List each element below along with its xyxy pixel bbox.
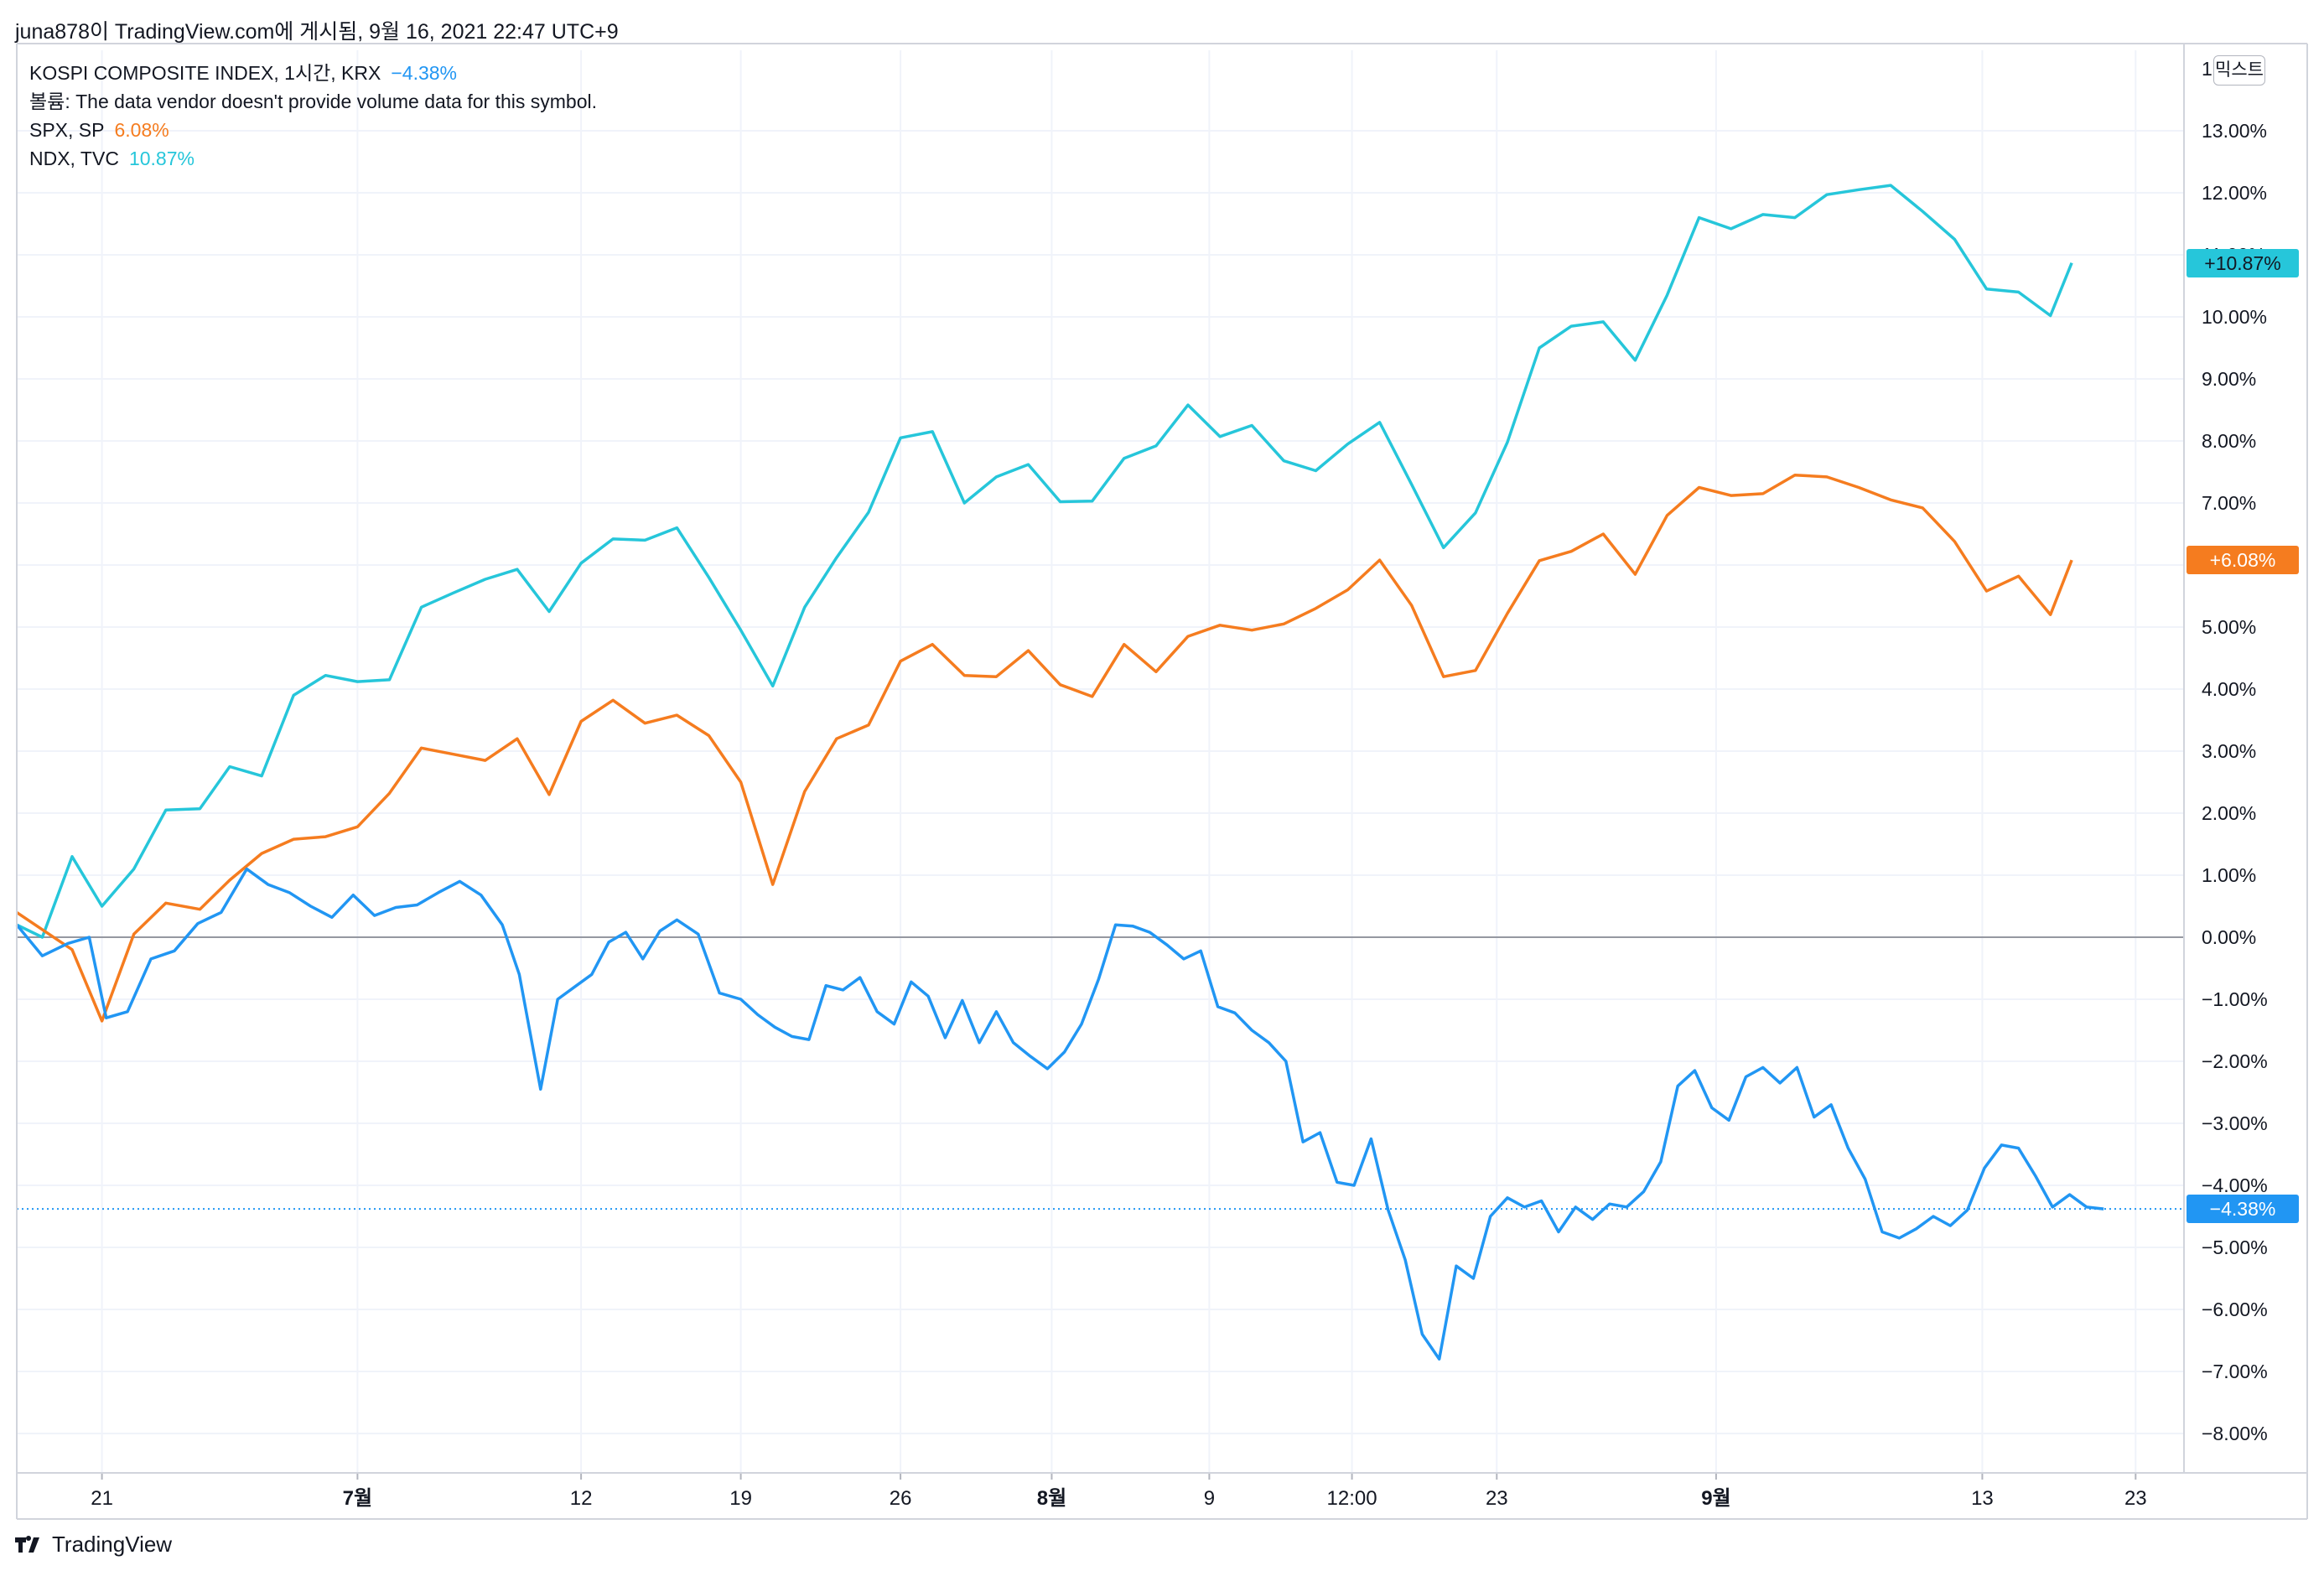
spx-price-tag: +6.08%: [2187, 546, 2299, 575]
y-tick-label: 4.00%: [2202, 678, 2256, 700]
y-tick-label: 2.00%: [2202, 802, 2256, 824]
y-tick-label: 9.00%: [2202, 368, 2256, 390]
y-tick-label: 3.00%: [2202, 740, 2256, 762]
y-tick-label: −1.00%: [2202, 988, 2268, 1010]
tradingview-logo-icon: [15, 1535, 39, 1553]
axes: [16, 43, 2308, 1520]
publish-caption: juna878이 TradingView.com에 게시됨, 9월 16, 20…: [15, 20, 619, 44]
legend-row-spx[interactable]: SPX, SP 6.08%: [29, 116, 597, 144]
legend-ndx-value: 10.87%: [128, 148, 195, 169]
x-tick-label: 23: [2124, 1487, 2147, 1510]
x-tick-label: 9: [1204, 1487, 1215, 1510]
x-tick-label: 13: [1971, 1487, 1994, 1510]
y-tick-label: 13.00%: [2202, 120, 2267, 142]
y-tick-label: −6.00%: [2202, 1299, 2268, 1320]
legend-ndx-label: NDX, TVC: [29, 148, 119, 169]
footer-brand-label: TradingView: [52, 1532, 173, 1557]
footer-brand[interactable]: TradingView: [15, 1532, 172, 1558]
y-tick-label: 1.00%: [2202, 864, 2256, 886]
y-tick-label: −8.00%: [2202, 1423, 2268, 1444]
y-tick-label: 7.00%: [2202, 492, 2256, 514]
x-tick-label: 9월: [1701, 1487, 1730, 1510]
mixed-scale-button[interactable]: 믹스트: [2213, 55, 2265, 86]
x-tick-label: 7월: [343, 1487, 372, 1510]
y-tick-label: 10.00%: [2202, 306, 2267, 328]
x-axis-labels[interactable]: 21 7월 12 19 26 8월 9 12:00 23 9월 13 23: [91, 1487, 2146, 1510]
x-tick-label: 8월: [1037, 1487, 1066, 1510]
series-line-kospi: [15, 867, 2104, 1361]
legend-volume-note: 볼륨: The data vendor doesn't provide volu…: [29, 91, 597, 112]
y-tick-label: 5.00%: [2202, 616, 2256, 638]
grid-lines: [17, 50, 2184, 1473]
x-tick-label: 19: [729, 1487, 752, 1510]
series-line-spx: [16, 473, 2073, 1023]
series-lines: [15, 184, 2184, 1361]
legend-spx-value: 6.08%: [114, 119, 169, 141]
x-tick-label: 26: [890, 1487, 912, 1510]
legend-kospi-label: KOSPI COMPOSITE INDEX, 1시간, KRX: [29, 62, 381, 84]
y-tick-label: 0.00%: [2202, 926, 2256, 948]
y-axis-labels[interactable]: −8.00% −7.00% −6.00% −5.00% −4.00% −3.00% −2.0…: [2202, 58, 2268, 1444]
y-tick-label: 12.00%: [2202, 182, 2267, 204]
y-tick-label: −7.00%: [2202, 1361, 2268, 1382]
y-tick-label: −4.00%: [2202, 1174, 2268, 1196]
legend-row-ndx[interactable]: NDX, TVC 10.87%: [29, 144, 597, 173]
x-tick-label: 12: [570, 1487, 593, 1510]
y-tick-label-partial: 1: [2202, 58, 2212, 80]
ndx-price-tag: +10.87%: [2187, 248, 2299, 277]
legend-row-kospi[interactable]: KOSPI COMPOSITE INDEX, 1시간, KRX −4.38%: [29, 59, 597, 87]
legend-kospi-value: −4.38%: [391, 62, 458, 84]
legend-spx-label: SPX, SP: [29, 119, 105, 141]
kospi-price-tag: −4.38%: [2187, 1195, 2299, 1224]
y-tick-label: −2.00%: [2202, 1050, 2268, 1072]
series-line-ndx: [16, 184, 2073, 939]
y-tick-label: 8.00%: [2202, 430, 2256, 452]
x-tick-label: 21: [91, 1487, 113, 1510]
x-tick-label: 23: [1486, 1487, 1508, 1510]
x-tick-label: 12:00: [1327, 1487, 1377, 1510]
y-tick-label: −3.00%: [2202, 1112, 2268, 1134]
chart-legend: KOSPI COMPOSITE INDEX, 1시간, KRX −4.38% 볼륨…: [29, 59, 597, 173]
y-tick-label: −5.00%: [2202, 1236, 2268, 1258]
